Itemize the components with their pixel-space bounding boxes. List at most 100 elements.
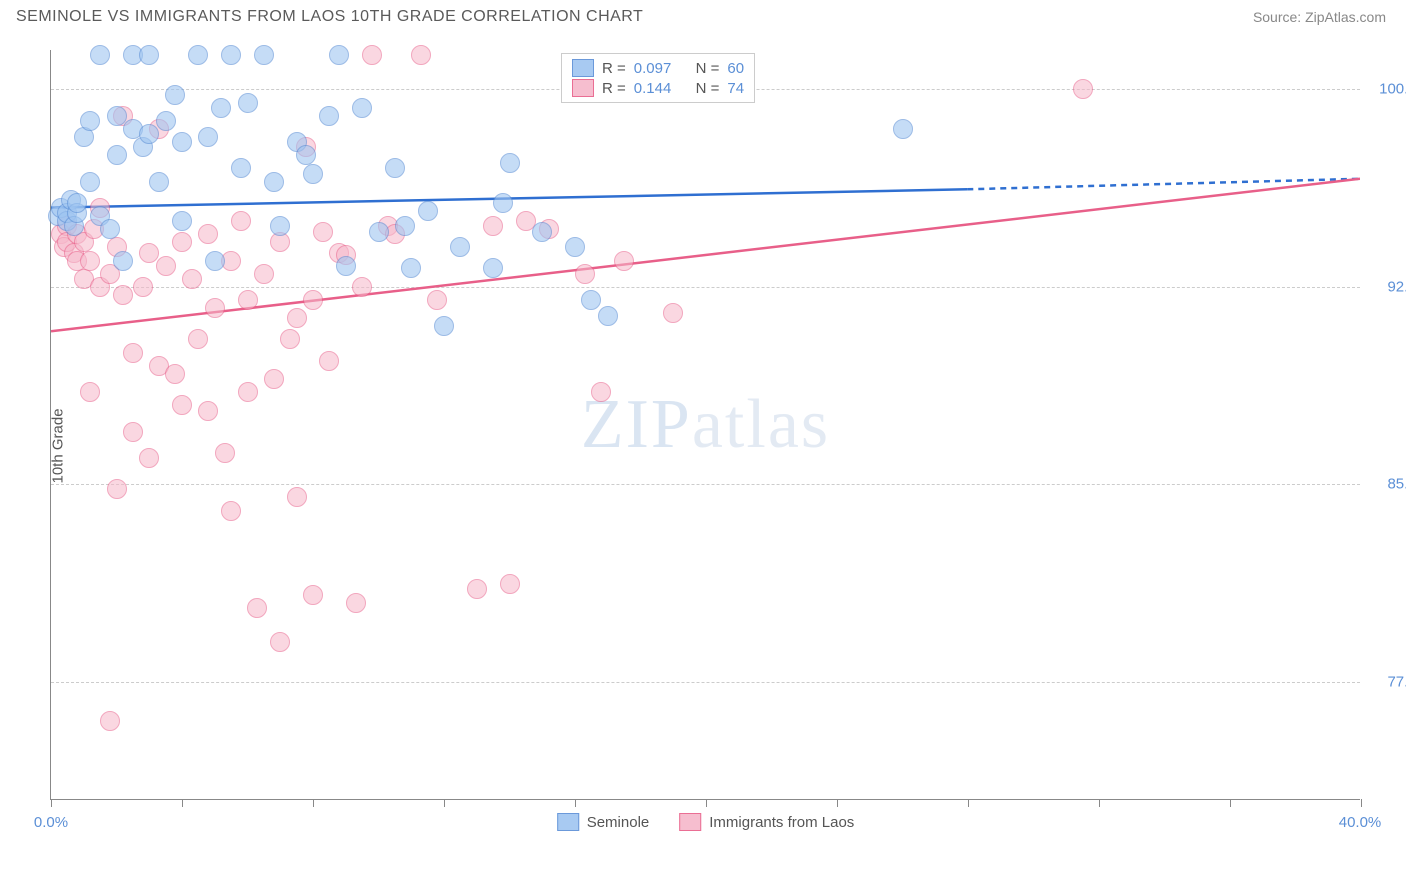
scatter-point — [57, 211, 77, 231]
scatter-point — [172, 395, 192, 415]
correlation-legend: R = 0.097 N = 60 R = 0.144 N = 74 — [561, 53, 755, 103]
scatter-point — [532, 222, 552, 242]
scatter-point — [270, 632, 290, 652]
scatter-point — [378, 216, 398, 236]
scatter-point — [500, 574, 520, 594]
scatter-point — [264, 172, 284, 192]
scatter-point — [205, 298, 225, 318]
scatter-point — [100, 264, 120, 284]
scatter-point — [287, 308, 307, 328]
scatter-point — [893, 119, 913, 139]
scatter-point — [80, 111, 100, 131]
scatter-point — [90, 277, 110, 297]
scatter-point — [450, 237, 470, 257]
scatter-point — [313, 222, 333, 242]
scatter-point — [182, 269, 202, 289]
scatter-point — [48, 206, 68, 226]
y-tick-label: 85.0% — [1387, 476, 1406, 493]
scatter-point — [156, 111, 176, 131]
watermark-bold: ZIP — [581, 386, 692, 463]
gridline — [51, 287, 1360, 288]
scatter-point — [287, 487, 307, 507]
scatter-point — [303, 290, 323, 310]
scatter-point — [172, 211, 192, 231]
scatter-point — [84, 219, 104, 239]
x-tick — [968, 799, 969, 807]
scatter-point — [172, 132, 192, 152]
scatter-point — [591, 382, 611, 402]
scatter-point — [90, 45, 110, 65]
scatter-point — [64, 243, 84, 263]
scatter-point — [369, 222, 389, 242]
scatter-point — [74, 127, 94, 147]
x-tick — [575, 799, 576, 807]
scatter-point — [123, 45, 143, 65]
scatter-point — [303, 585, 323, 605]
scatter-point — [221, 45, 241, 65]
x-axis-min-label: 0.0% — [34, 814, 68, 831]
legend-swatch-laos — [572, 79, 594, 97]
scatter-point — [575, 264, 595, 284]
scatter-point — [346, 593, 366, 613]
scatter-point — [113, 285, 133, 305]
scatter-point — [401, 258, 421, 278]
scatter-point — [296, 137, 316, 157]
x-tick — [51, 799, 52, 807]
scatter-point — [483, 258, 503, 278]
legend-item-laos: Immigrants from Laos — [679, 813, 854, 831]
scatter-point — [198, 224, 218, 244]
scatter-point — [80, 172, 100, 192]
scatter-point — [67, 224, 87, 244]
scatter-point — [264, 369, 284, 389]
scatter-point — [231, 158, 251, 178]
scatter-point — [149, 119, 169, 139]
scatter-point — [149, 172, 169, 192]
scatter-point — [352, 98, 372, 118]
scatter-point — [198, 401, 218, 421]
scatter-point — [254, 264, 274, 284]
legend-swatch-seminole — [572, 59, 594, 77]
scatter-point — [123, 422, 143, 442]
scatter-point — [139, 448, 159, 468]
scatter-point — [395, 216, 415, 236]
scatter-point — [303, 164, 323, 184]
scatter-point — [581, 290, 601, 310]
scatter-point — [188, 45, 208, 65]
watermark-light: atlas — [692, 386, 830, 463]
series-legend: Seminole Immigrants from Laos — [557, 813, 855, 831]
scatter-point — [74, 232, 94, 252]
scatter-point — [205, 251, 225, 271]
scatter-point — [319, 106, 339, 126]
scatter-point — [54, 237, 74, 257]
scatter-point — [254, 45, 274, 65]
legend-series-label: Immigrants from Laos — [709, 814, 854, 831]
scatter-point — [100, 219, 120, 239]
scatter-point — [329, 243, 349, 263]
scatter-point — [516, 211, 536, 231]
scatter-point — [51, 224, 71, 244]
scatter-point — [500, 153, 520, 173]
scatter-point — [231, 211, 251, 231]
scatter-point — [113, 106, 133, 126]
scatter-point — [198, 127, 218, 147]
scatter-point — [123, 119, 143, 139]
scatter-point — [123, 343, 143, 363]
chart-plot-area: ZIPatlas 100.0%92.5%85.0%77.5% 10th Grad… — [50, 50, 1360, 800]
scatter-point — [427, 290, 447, 310]
trend-line — [967, 179, 1360, 190]
scatter-point — [221, 501, 241, 521]
scatter-point — [172, 232, 192, 252]
scatter-point — [107, 479, 127, 499]
scatter-point — [270, 216, 290, 236]
scatter-point — [352, 277, 372, 297]
scatter-point — [614, 251, 634, 271]
scatter-point — [329, 45, 349, 65]
y-tick-label: 92.5% — [1387, 278, 1406, 295]
scatter-point — [215, 443, 235, 463]
scatter-point — [598, 306, 618, 326]
trend-line — [51, 189, 967, 207]
scatter-point — [149, 356, 169, 376]
scatter-point — [238, 382, 258, 402]
scatter-point — [483, 216, 503, 236]
legend-r-value: 0.097 — [634, 60, 672, 77]
